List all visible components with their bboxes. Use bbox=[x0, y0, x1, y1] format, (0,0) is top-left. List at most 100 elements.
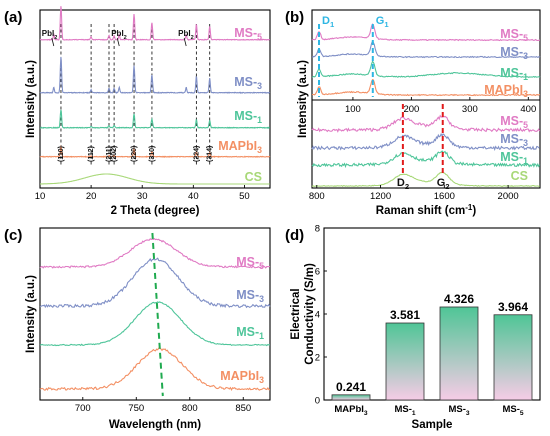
panel-c-ylabel: Intensity (a.u.) bbox=[25, 275, 37, 353]
pl-series-label: MS-1 bbox=[236, 325, 264, 341]
raman-top-marker-label: D1 bbox=[322, 15, 335, 29]
pbi2-marker-label: PbI2 bbox=[42, 29, 58, 41]
pl-series-ms3 bbox=[39, 257, 271, 309]
panel-b-frame bbox=[311, 9, 541, 189]
panel-b-top-series bbox=[311, 23, 541, 97]
panel-a-ylabel: Intensity (a.u.) bbox=[25, 60, 37, 138]
raman-bottom-tick-label: 2000 bbox=[498, 191, 519, 202]
xrd-peak-label: (314) bbox=[207, 146, 214, 162]
xrd-x-tick-label: 40 bbox=[188, 191, 199, 202]
xrd-series-mapbi bbox=[39, 144, 271, 158]
xrd-series-ms3 bbox=[39, 56, 271, 94]
xrd-peak-label: (112) bbox=[88, 146, 95, 162]
conductivity-category-label: MS-5 bbox=[502, 404, 523, 417]
raman-bottom-series-ms3 bbox=[311, 132, 540, 151]
conductivity-value-label: 3.581 bbox=[390, 308, 420, 322]
panel-d-bars: 0.241 3.581 4.326 3.964 bbox=[331, 292, 533, 401]
raman-top-tick-label: 200 bbox=[403, 104, 419, 115]
panel-c-peak-trend-line bbox=[151, 232, 164, 397]
pbi2-marker-label: PbI2 bbox=[178, 29, 194, 41]
panel-d-ylabel-line2: Conductivity (S/m) bbox=[304, 263, 316, 365]
xrd-series-cs bbox=[40, 173, 270, 185]
panel-c-label: (c) bbox=[4, 227, 22, 244]
pbi2-marker-label: PbI2 bbox=[111, 29, 127, 41]
panel-c-series-labels: MS-5 MS-3 MS-1 MAPbI3 bbox=[220, 255, 264, 385]
raman-bottom-tick-label: 800 bbox=[309, 191, 325, 202]
conductivity-category-label: MAPbI3 bbox=[334, 404, 368, 417]
raman-top-series-label: MS-5 bbox=[500, 27, 528, 43]
raman-top-series-mapbi bbox=[312, 79, 541, 97]
panel-b-ticks: 100 200 300 400 800 1200 1600 2000 bbox=[309, 97, 536, 202]
pl-series-ms5 bbox=[39, 237, 271, 269]
raman-bottom-tick-label: 1200 bbox=[370, 191, 391, 202]
raman-top-series-label: MAPbI3 bbox=[484, 83, 528, 99]
raman-bottom-marker-label: D2 bbox=[397, 177, 409, 191]
xrd-series-ms5 bbox=[39, 6, 271, 41]
panel-d-categories: MAPbI3 MS-1 MS-3 MS-5 bbox=[334, 404, 523, 417]
panel-b-label: (b) bbox=[285, 9, 304, 26]
pl-series-label: MAPbI3 bbox=[220, 369, 264, 385]
xrd-peak-label: (211) bbox=[106, 146, 113, 162]
raman-top-tick-label: 100 bbox=[345, 104, 361, 115]
xrd-series-label: MS-5 bbox=[234, 26, 262, 42]
panel-d: (d) 0.241 3.581 4.326 3.964 0 2 4 6 8 MAPbI3 MS-… bbox=[285, 224, 541, 431]
conductivity-value-label: 3.964 bbox=[498, 300, 528, 314]
panel-b-xlabel: Raman shift (cm-1) bbox=[376, 203, 477, 217]
conductivity-category-label: MS-1 bbox=[394, 404, 415, 417]
raman-bottom-series-label: MS-5 bbox=[500, 114, 528, 130]
pl-x-tick-label: 850 bbox=[235, 403, 251, 414]
panel-b-bottom-series bbox=[311, 114, 541, 188]
conductivity-bar bbox=[439, 306, 479, 401]
raman-bottom-series-label: MS-1 bbox=[500, 150, 528, 166]
pbi2-marker-arrow bbox=[183, 37, 187, 47]
pl-x-tick-label: 750 bbox=[128, 403, 144, 414]
conductivity-y-tick-label: 4 bbox=[315, 310, 320, 321]
panel-a-peak-lines bbox=[60, 24, 211, 165]
raman-top-series-ms1 bbox=[311, 60, 541, 79]
pl-series-label: MS-5 bbox=[236, 255, 264, 271]
xrd-x-tick-label: 10 bbox=[35, 191, 46, 202]
panel-b: (b) D1 G1 D2 G2 100 200 300 400 800 1200 1600 2000… bbox=[285, 9, 541, 217]
xrd-series-label: MAPbI3 bbox=[218, 139, 262, 155]
pl-series-ms1 bbox=[39, 301, 271, 347]
raman-top-series-ms3 bbox=[311, 40, 541, 59]
xrd-x-tick-label: 30 bbox=[137, 191, 148, 202]
raman-bottom-series-ms1 bbox=[311, 150, 541, 169]
panel-a-pbi2-markers: PbI2 PbI2 PbI2 bbox=[42, 29, 194, 47]
pl-x-tick-label: 700 bbox=[75, 403, 91, 414]
pl-series-label: MS-3 bbox=[236, 288, 264, 304]
conductivity-y-tick-label: 6 bbox=[315, 267, 320, 278]
xrd-x-tick-label: 50 bbox=[239, 191, 250, 202]
pbi2-marker-arrow bbox=[116, 37, 120, 47]
xrd-peak-label: (220) bbox=[131, 146, 138, 162]
raman-top-tick-label: 400 bbox=[520, 104, 536, 115]
panel-c: (c) 700 750 800 850 MS-5 MS-3 MS-1 MAPbI3 Wave… bbox=[4, 227, 271, 431]
raman-top-series-label: MS-1 bbox=[500, 66, 528, 82]
conductivity-value-label: 0.241 bbox=[336, 380, 366, 394]
panel-c-frame bbox=[39, 227, 271, 401]
xrd-series-label: CS bbox=[245, 170, 262, 184]
pl-series-mapbi bbox=[39, 347, 271, 391]
xrd-series-ms1 bbox=[39, 109, 271, 129]
panel-a-label: (a) bbox=[4, 9, 22, 26]
xrd-peak-label: (202) bbox=[111, 146, 118, 162]
raman-top-marker-label: G1 bbox=[376, 15, 390, 29]
panel-d-label: (d) bbox=[285, 227, 304, 244]
xrd-peak-label: (224) bbox=[193, 146, 200, 162]
raman-bottom-series-ms5 bbox=[311, 114, 541, 133]
conductivity-bar bbox=[385, 322, 425, 401]
panel-c-xlabel: Wavelength (nm) bbox=[109, 419, 201, 431]
panel-b-band-markers: D1 G1 D2 G2 bbox=[318, 15, 450, 191]
panel-c-x-ticks: 700 750 800 850 bbox=[75, 397, 251, 414]
raman-top-series-label: MS-3 bbox=[500, 45, 528, 61]
raman-top-tick-label: 300 bbox=[462, 104, 478, 115]
panel-a-xlabel: 2 Theta (degree) bbox=[111, 205, 200, 217]
pl-x-tick-label: 800 bbox=[182, 403, 198, 414]
panel-d-ylabel-line1: Electrical bbox=[290, 288, 302, 339]
panel-a-series bbox=[39, 6, 271, 185]
xrd-series-label: MS-3 bbox=[234, 75, 262, 91]
raman-bottom-marker-label: G2 bbox=[437, 177, 450, 191]
panel-d-y-ticks: 0 2 4 6 8 bbox=[315, 224, 327, 407]
